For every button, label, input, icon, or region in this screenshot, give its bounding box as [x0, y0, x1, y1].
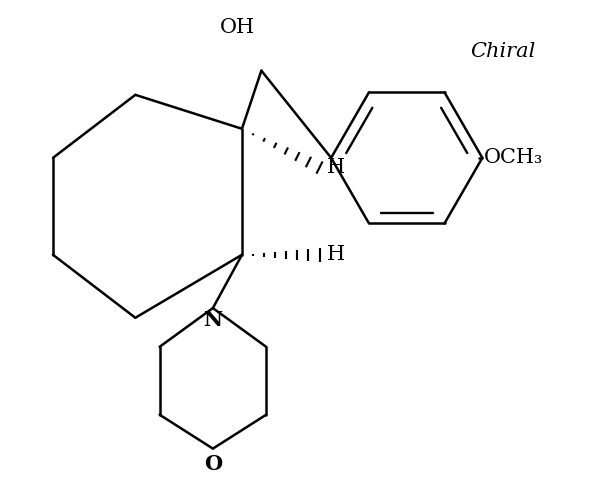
Text: OH: OH — [219, 18, 255, 36]
Text: Chiral: Chiral — [470, 42, 535, 61]
Text: H: H — [327, 158, 345, 177]
Text: O: O — [204, 455, 222, 474]
Text: N: N — [203, 310, 223, 330]
Text: H: H — [327, 245, 345, 264]
Text: OCH₃: OCH₃ — [485, 148, 544, 168]
